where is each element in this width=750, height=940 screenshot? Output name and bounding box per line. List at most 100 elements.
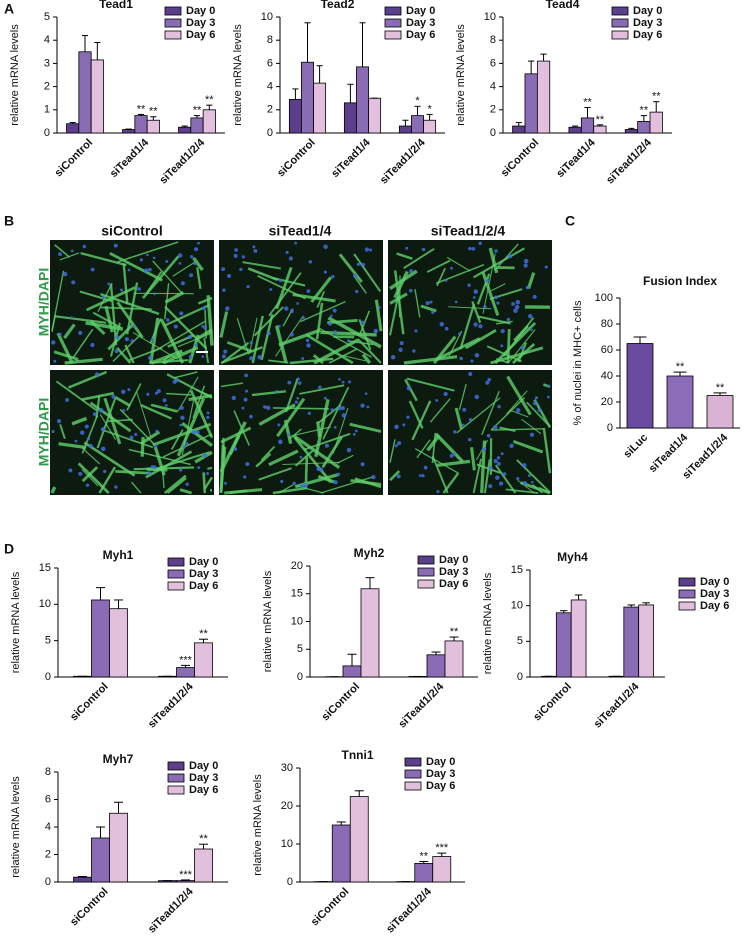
nucleus: [98, 408, 104, 413]
myotube: [255, 452, 272, 468]
bar: [568, 126, 582, 134]
myotube: [354, 477, 382, 489]
myotube: [136, 392, 152, 438]
legend-label: Day 6: [406, 29, 435, 41]
nucleus: [493, 425, 498, 430]
myotube: [353, 275, 367, 294]
significance: **: [199, 628, 208, 640]
nucleus: [516, 477, 520, 481]
nucleus: [278, 278, 283, 283]
nucleus: [546, 384, 550, 388]
legend-label: Day 3: [700, 588, 729, 600]
myotube: [115, 469, 151, 475]
myotube: [481, 271, 500, 316]
myotube: [472, 458, 482, 494]
myotube: [527, 272, 536, 289]
myotube: [128, 448, 191, 466]
nucleus: [190, 255, 194, 259]
nucleus: [486, 433, 491, 438]
myotube: [192, 256, 204, 272]
nucleus: [396, 474, 401, 479]
y-tick-label: 8: [267, 34, 273, 46]
myotube: [272, 407, 329, 410]
nucleus: [394, 444, 398, 448]
nucleus: [243, 397, 248, 402]
myotube: [164, 291, 185, 304]
myotube: [114, 395, 132, 408]
legend-label: Day 6: [439, 578, 468, 590]
myotube: [177, 376, 199, 412]
myotube: [517, 479, 535, 494]
nucleus: [459, 356, 463, 361]
y-tick-label: 0: [45, 876, 51, 888]
significance: **: [137, 103, 146, 115]
bar: [570, 599, 587, 678]
myotube: [226, 341, 254, 353]
myotube: [429, 398, 451, 423]
myotube: [77, 462, 110, 495]
nucleus: [497, 405, 501, 409]
y-axis-label: relative mRNA levels: [482, 572, 494, 674]
nucleus: [101, 426, 106, 432]
nucleus: [143, 268, 149, 273]
nucleus: [523, 258, 529, 264]
myotube: [314, 399, 330, 458]
nucleus: [56, 418, 62, 424]
nucleus: [150, 338, 154, 342]
nucleus: [522, 481, 528, 486]
x-tick-label: siControl: [309, 886, 352, 929]
nucleus: [290, 309, 294, 313]
myotube: [327, 318, 358, 325]
legend-label: Day 6: [700, 600, 729, 612]
myotube: [56, 332, 74, 364]
myotube: [475, 439, 489, 461]
nucleus: [197, 241, 200, 245]
myotube: [272, 276, 306, 287]
nucleus: [306, 289, 311, 293]
y-tick-label: 5: [517, 635, 523, 647]
nucleus: [225, 306, 230, 311]
nucleus: [435, 398, 439, 402]
myotube: [251, 315, 264, 364]
nucleus: [241, 406, 245, 410]
nucleus: [146, 392, 150, 396]
nucleus: [458, 332, 462, 336]
nucleus: [223, 481, 227, 485]
myotube: [188, 393, 213, 402]
y-tick-label: 5: [44, 11, 50, 23]
bar: [122, 129, 136, 134]
nucleus: [302, 316, 305, 320]
myotube: [512, 439, 544, 454]
myotube: [51, 270, 65, 331]
panel-label: C: [565, 213, 575, 229]
legend-swatch: [167, 773, 185, 783]
myotube: [320, 330, 377, 337]
myotube: [357, 338, 382, 364]
nucleus: [280, 479, 284, 484]
nucleus: [520, 346, 525, 350]
myotube: [502, 317, 535, 357]
myotube: [278, 328, 321, 347]
y-tick-label: 20: [601, 396, 613, 408]
bar: [194, 642, 213, 678]
nucleus: [394, 424, 399, 430]
nucleus: [330, 314, 333, 318]
myotube: [509, 409, 529, 418]
nucleus: [233, 447, 238, 451]
nucleus: [296, 396, 300, 400]
bar: [411, 115, 424, 134]
myotube: [274, 325, 288, 363]
nucleus: [337, 406, 342, 411]
micrographs: [50, 240, 552, 495]
myotube: [473, 247, 525, 279]
nucleus: [239, 267, 243, 272]
nucleus: [70, 316, 73, 319]
nucleus: [529, 432, 535, 437]
nucleus: [467, 437, 472, 442]
myotube: [435, 337, 481, 361]
bar: [343, 102, 357, 134]
nucleus: [249, 356, 254, 361]
bar: [91, 599, 110, 678]
nucleus: [534, 396, 539, 400]
nucleus: [58, 332, 62, 337]
